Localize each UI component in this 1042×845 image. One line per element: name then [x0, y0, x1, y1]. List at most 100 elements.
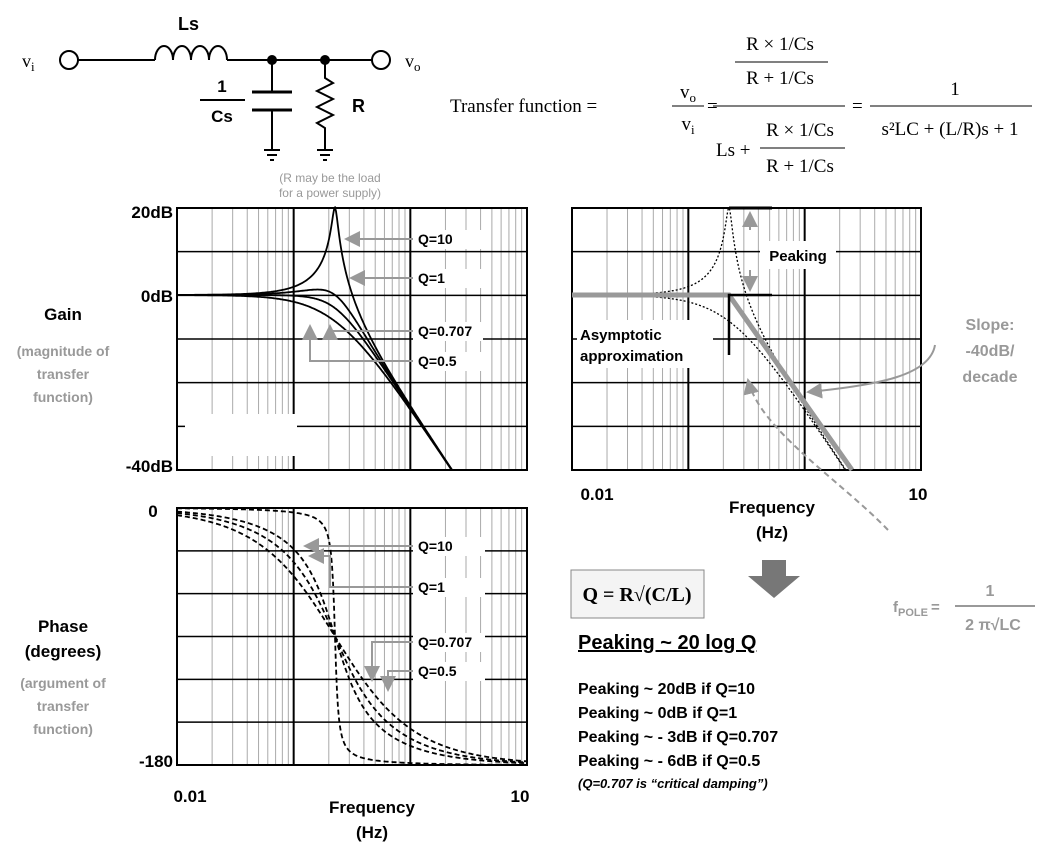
y-tick-label: 0: [148, 502, 157, 521]
x-label: Frequency: [329, 798, 416, 817]
peaking-box: [760, 241, 836, 269]
layer: vi vo Ls 1 Cs R (R may be the load for a…: [17, 14, 1035, 842]
x-tick-label: 0.01: [173, 787, 206, 806]
tf-part: R + 1/Cs: [746, 68, 814, 89]
tf-part: R × 1/Cs: [746, 34, 814, 55]
phase-curve: [177, 507, 527, 766]
y-tick-label: 0dB: [141, 287, 173, 306]
label-arrow: [302, 324, 413, 362]
curve-label: Q=0.707: [418, 634, 472, 650]
dotted-curve: [572, 294, 847, 471]
tf-label: Transfer function =: [450, 96, 597, 117]
blank-box: [185, 414, 297, 456]
label-bg: [413, 578, 485, 597]
phase-curve: [177, 512, 528, 764]
label-bg: [413, 633, 485, 652]
q-formula: Q = R√(C/L): [582, 584, 691, 606]
x-tick-label: 0.01: [580, 485, 613, 504]
plot-frame: [176, 207, 528, 471]
tf-eq: =: [852, 96, 863, 117]
peaking-note: (Q=0.707 is “critical damping”): [578, 776, 768, 791]
note: (R may be the load: [279, 171, 380, 185]
phase-subtitle: function): [33, 721, 93, 737]
gain-curve: [177, 294, 454, 471]
pole-arrow: [743, 378, 889, 531]
phase-subtitle: transfer: [37, 698, 90, 714]
curve-label: Q=10: [418, 231, 453, 247]
curve-label: Q=1: [418, 270, 445, 286]
phase-title: Phase: [38, 617, 88, 636]
tick-labels: 20dB 0dB -40dB 0 -180 0.01 10 Frequency …: [126, 203, 928, 842]
label-arrow: [380, 670, 413, 692]
tf-part: R × 1/Cs: [766, 120, 834, 141]
peaking-line: Peaking ~ 0dB if Q=1: [578, 705, 737, 722]
peaking-title: Peaking ~ 20 log Q: [578, 632, 756, 654]
x-tick-label: 10: [511, 787, 530, 806]
label-bg: [413, 269, 483, 288]
asym-label: approximation: [580, 348, 683, 365]
x-label: Frequency: [729, 498, 816, 517]
fpole: fPOLE =: [893, 599, 940, 619]
slope-label: decade: [962, 369, 1017, 386]
curve-label: Q=0.5: [418, 353, 457, 369]
marker-line: [727, 293, 772, 355]
slope-arrow: [806, 344, 936, 399]
curve-label: Q=10: [418, 538, 453, 554]
tf-eq: =: [707, 96, 718, 117]
phase-curve: [177, 510, 527, 764]
phase-curve: [177, 514, 528, 763]
asym-label: Asymptotic: [580, 327, 662, 344]
node: [267, 55, 277, 65]
label-bg: [413, 322, 483, 341]
peaking-line: Peaking ~ - 6dB if Q=0.5: [578, 753, 760, 770]
circuit: [59, 45, 391, 161]
vo: vo: [405, 51, 421, 74]
label-bg: [413, 352, 483, 371]
note: for a power supply): [279, 186, 381, 200]
curve-label: Q=0.707: [418, 323, 472, 339]
cap-num: 1: [217, 77, 226, 96]
transfer-function: Transfer function = vo vi = R × 1/Cs R +…: [450, 34, 1032, 177]
curve-label: Q=0.5: [418, 663, 457, 679]
curve-label: Q=1: [418, 579, 445, 595]
tf-vo: vo: [680, 82, 696, 105]
tf-part: 1: [950, 79, 960, 100]
label-bg: [413, 537, 485, 556]
slope-label: Slope:: [966, 317, 1015, 334]
label-bg: [413, 230, 483, 249]
peaking-line: Peaking ~ 20dB if Q=10: [578, 681, 755, 698]
y-tick-label: -180: [139, 752, 173, 771]
inductor-label: Ls: [178, 14, 199, 34]
x-tick-label: 10: [909, 485, 928, 504]
q-box: [570, 569, 705, 619]
gain-subtitle: function): [33, 389, 93, 405]
asym-box: [577, 320, 713, 368]
tf-part: Ls +: [716, 140, 750, 161]
y-tick-label: 20dB: [131, 203, 173, 222]
tf-part: R + 1/Cs: [766, 156, 834, 177]
tf-part: s²LC + (L/R)s + 1: [882, 119, 1019, 140]
fpole-num: 1: [986, 583, 995, 600]
x-label: (Hz): [756, 523, 788, 542]
phase-title: (degrees): [25, 642, 102, 661]
node: [320, 55, 330, 65]
gain-title: Gain: [44, 305, 82, 324]
label-bg: [413, 662, 485, 681]
fpole-den: 2 π√LC: [965, 617, 1021, 634]
resistor-label: R: [352, 96, 365, 116]
gain-subtitle: transfer: [37, 366, 90, 382]
slope-label: -40dB/: [966, 343, 1015, 360]
cap-den: Cs: [211, 107, 233, 126]
peaking-line: Peaking ~ - 3dB if Q=0.707: [578, 729, 778, 746]
y-tick-label: -40dB: [126, 457, 173, 476]
label-arrow: [322, 324, 413, 340]
down-arrow: [748, 560, 800, 598]
tf-vi: vi: [681, 114, 695, 137]
x-label: (Hz): [356, 823, 388, 842]
label-arrow: [364, 641, 413, 682]
peaking-label: Peaking: [769, 248, 827, 265]
plot-frame: [176, 507, 528, 766]
plots: Q=10 Q=1 Q=0.707 Q=0.5 Q=10 Q=1 Q=0.707 Q=0.5: [176, 206, 922, 766]
vi: vi: [22, 51, 35, 74]
